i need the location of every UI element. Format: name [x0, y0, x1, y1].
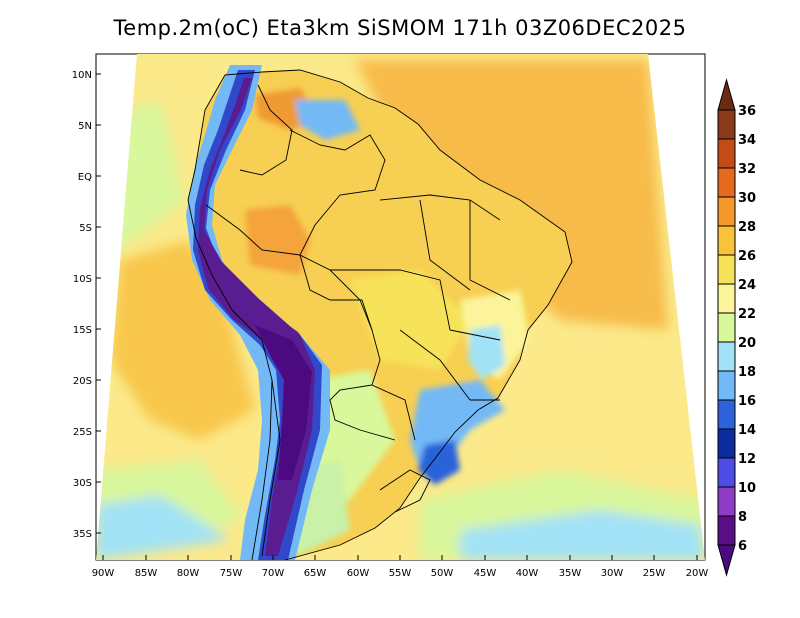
colorbar-label: 10 — [738, 481, 756, 496]
map-title: Temp.2m(oC) Eta3km SiSMOM 171h 03Z06DEC2… — [113, 16, 687, 40]
lat-label: 10N — [72, 70, 92, 81]
south-atlantic-cold — [460, 510, 705, 560]
colorbar-label: 12 — [738, 452, 756, 467]
colorbar-label: 14 — [738, 423, 756, 438]
brazil-border — [289, 129, 416, 441]
lon-label: 65W — [304, 568, 327, 579]
lon-label: 80W — [177, 568, 200, 579]
warm-atlantic-region — [355, 60, 668, 330]
lat-label: 30S — [73, 478, 92, 489]
south-brazil-cold — [418, 440, 460, 485]
colorbar-label: 28 — [738, 220, 756, 235]
lat-label: EQ — [78, 172, 92, 183]
lon-label: 75W — [220, 568, 243, 579]
colorbar-label: 32 — [738, 162, 756, 177]
colorbar-swatch — [717, 225, 736, 256]
colorbar-swatch — [717, 486, 736, 517]
colorbar-swatch — [717, 515, 736, 546]
colorbar-top-arrow — [717, 78, 736, 111]
temperature-field — [96, 54, 705, 560]
paraguay-border — [329, 384, 396, 441]
lon-label: 40W — [516, 568, 539, 579]
lon-label: 25W — [643, 568, 666, 579]
colorbar-swatch — [717, 312, 736, 343]
colorbar-swatch — [717, 167, 736, 198]
amazon-warm-area — [245, 205, 310, 275]
colorbar-label: 22 — [738, 307, 756, 322]
colombia-venezuela-border — [239, 84, 293, 176]
lon-label: 70W — [262, 568, 285, 579]
peru-border — [205, 204, 301, 256]
colorbar-label: 18 — [738, 365, 756, 380]
colorbar: 36 34 32 30 28 26 24 22 20 18 16 14 12 10 8 6 — [717, 78, 756, 577]
lon-label: 30W — [601, 568, 624, 579]
altiplano-coldest — [255, 325, 312, 480]
south-pacific-cold — [96, 495, 230, 560]
colorbar-bottom-arrow — [717, 544, 736, 577]
colorbar-swatch — [717, 254, 736, 285]
colorbar-label: 34 — [738, 133, 756, 148]
colorbar-swatch — [717, 457, 736, 488]
colorbar-label: 30 — [738, 191, 756, 206]
colorbar-swatch — [717, 428, 736, 459]
central-brazil-mild — [350, 270, 470, 370]
axis-ticks — [96, 73, 698, 560]
lat-label: 20S — [73, 376, 92, 387]
lat-label: 5S — [79, 223, 92, 234]
latitude-labels: 10N 5N EQ 5S 10S 15S 20S 25S 30S 35S — [72, 70, 92, 540]
colorbar-label: 16 — [738, 394, 756, 409]
uruguay-border — [379, 469, 431, 513]
lat-label: 5N — [78, 121, 92, 132]
guiana-highlands-cool — [295, 100, 360, 140]
lat-label: 15S — [73, 325, 92, 336]
longitude-labels: 90W 85W 80W 75W 70W 65W 60W 55W 50W 45W … — [92, 568, 709, 579]
colorbar-label: 20 — [738, 336, 756, 351]
lon-label: 85W — [135, 568, 158, 579]
lon-label: 60W — [347, 568, 370, 579]
colorbar-label: 6 — [738, 539, 747, 554]
colorbar-label: 26 — [738, 249, 756, 264]
west-coastline — [187, 74, 273, 560]
coastline — [224, 69, 573, 560]
lat-label: 35S — [73, 529, 92, 540]
colorbar-swatch — [717, 370, 736, 401]
colorbar-swatch — [717, 196, 736, 227]
lon-label: 20W — [686, 568, 709, 579]
lon-label: 45W — [474, 568, 497, 579]
lon-label: 90W — [92, 568, 115, 579]
argentina-chile-border — [261, 379, 281, 557]
colorbar-swatch — [717, 283, 736, 314]
colorbar-label: 24 — [738, 278, 756, 293]
lon-label: 50W — [431, 568, 454, 579]
colorbar-swatch — [717, 399, 736, 430]
country-borders — [187, 69, 573, 560]
colorbar-label: 8 — [738, 510, 747, 525]
colorbar-label: 36 — [738, 104, 756, 119]
colorbar-swatch — [717, 138, 736, 169]
lon-label: 35W — [559, 568, 582, 579]
lat-label: 10S — [73, 274, 92, 285]
lat-label: 25S — [73, 427, 92, 438]
lon-label: 55W — [389, 568, 412, 579]
colorbar-swatch — [717, 109, 736, 140]
bolivia-border — [299, 254, 373, 331]
colorbar-swatch — [717, 341, 736, 372]
brazil-state-lines — [330, 194, 511, 401]
